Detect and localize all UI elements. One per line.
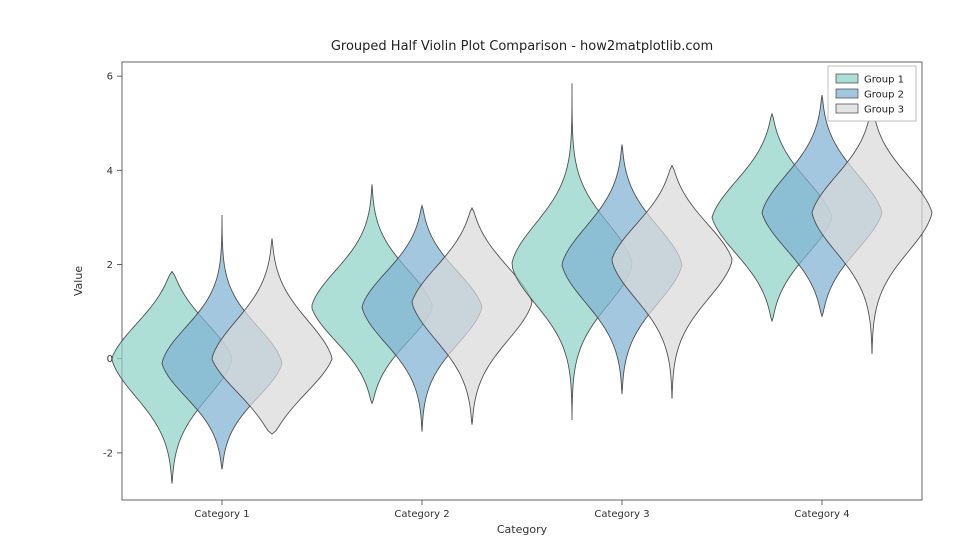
legend-swatch-group3 xyxy=(836,104,858,113)
chart-svg: -20246Category 1Category 2Category 3Cate… xyxy=(0,0,980,560)
legend-label-group3: Group 3 xyxy=(864,105,904,116)
legend-swatch-group1 xyxy=(836,74,858,83)
x-axis-label: Category xyxy=(497,523,548,536)
x-tick-label: Category 2 xyxy=(394,509,449,520)
legend-swatch-group2 xyxy=(836,89,858,98)
legend-label-group1: Group 1 xyxy=(864,75,904,86)
y-axis-label: Value xyxy=(72,266,85,296)
y-tick-label: 2 xyxy=(107,260,113,271)
chart-root: -20246Category 1Category 2Category 3Cate… xyxy=(0,0,980,560)
x-tick-label: Category 1 xyxy=(194,509,249,520)
legend: Group 1 Group 2 Group 3 xyxy=(828,66,916,121)
y-tick-label: 6 xyxy=(107,72,113,83)
legend-label-group2: Group 2 xyxy=(864,90,904,101)
x-tick-label: Category 3 xyxy=(594,509,649,520)
chart-title: Grouped Half Violin Plot Comparison - ho… xyxy=(331,39,713,54)
y-tick-label: -2 xyxy=(103,448,113,459)
y-tick-label: 4 xyxy=(107,166,113,177)
x-tick-label: Category 4 xyxy=(794,509,849,520)
